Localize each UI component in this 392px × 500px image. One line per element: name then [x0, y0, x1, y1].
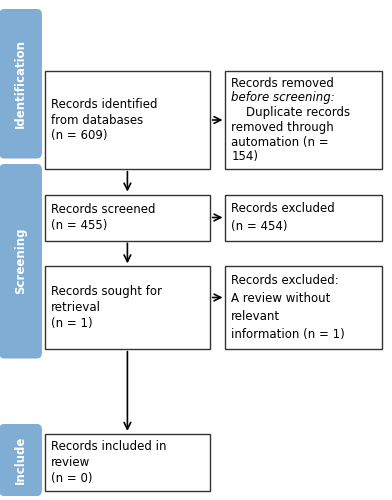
- Text: before screening:: before screening:: [231, 92, 335, 104]
- Bar: [225, 266, 382, 349]
- FancyBboxPatch shape: [0, 164, 42, 358]
- Text: Records excluded: Records excluded: [231, 202, 335, 215]
- Bar: [45, 266, 210, 349]
- Text: information (n = 1): information (n = 1): [231, 328, 345, 341]
- Text: A review without: A review without: [231, 292, 331, 305]
- Text: (n = 454): (n = 454): [231, 220, 288, 233]
- Text: Records identified
from databases
(n = 609): Records identified from databases (n = 6…: [51, 98, 158, 142]
- FancyBboxPatch shape: [0, 9, 42, 158]
- Text: Records screened
(n = 455): Records screened (n = 455): [51, 203, 156, 232]
- Text: Records removed: Records removed: [231, 76, 334, 90]
- Bar: [225, 194, 382, 240]
- Text: 154): 154): [231, 150, 258, 164]
- Text: Identification: Identification: [14, 40, 27, 128]
- Bar: [45, 71, 210, 169]
- Text: Records included in
review
(n = 0): Records included in review (n = 0): [51, 440, 167, 485]
- Bar: [225, 71, 382, 169]
- Text: automation (n =: automation (n =: [231, 136, 329, 148]
- Bar: [45, 434, 210, 491]
- Text: Records sought for
retrieval
(n = 1): Records sought for retrieval (n = 1): [51, 285, 162, 330]
- Text: Screening: Screening: [14, 228, 27, 294]
- Text: removed through: removed through: [231, 121, 334, 134]
- Text: Duplicate records: Duplicate records: [231, 106, 350, 119]
- Text: Records excluded:: Records excluded:: [231, 274, 339, 287]
- FancyBboxPatch shape: [0, 424, 42, 496]
- Text: Include: Include: [14, 436, 27, 484]
- Bar: [45, 194, 210, 240]
- Text: relevant: relevant: [231, 310, 280, 323]
